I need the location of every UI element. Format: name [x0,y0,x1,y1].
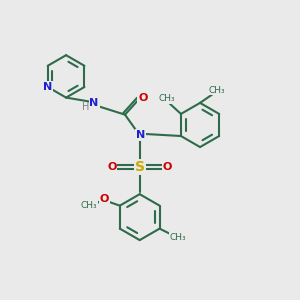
Text: CH₃: CH₃ [169,233,186,242]
Text: N: N [43,82,52,92]
Text: S: S [135,160,145,174]
Text: CH₃: CH₃ [209,86,225,95]
Text: N: N [136,130,145,140]
Text: O: O [100,194,109,204]
Text: N: N [89,98,99,108]
Text: CH₃: CH₃ [81,201,97,210]
Text: H: H [82,102,89,112]
Text: O: O [107,162,116,172]
Text: CH₃: CH₃ [159,94,176,103]
Text: O: O [163,162,172,172]
Text: O: O [138,93,148,103]
